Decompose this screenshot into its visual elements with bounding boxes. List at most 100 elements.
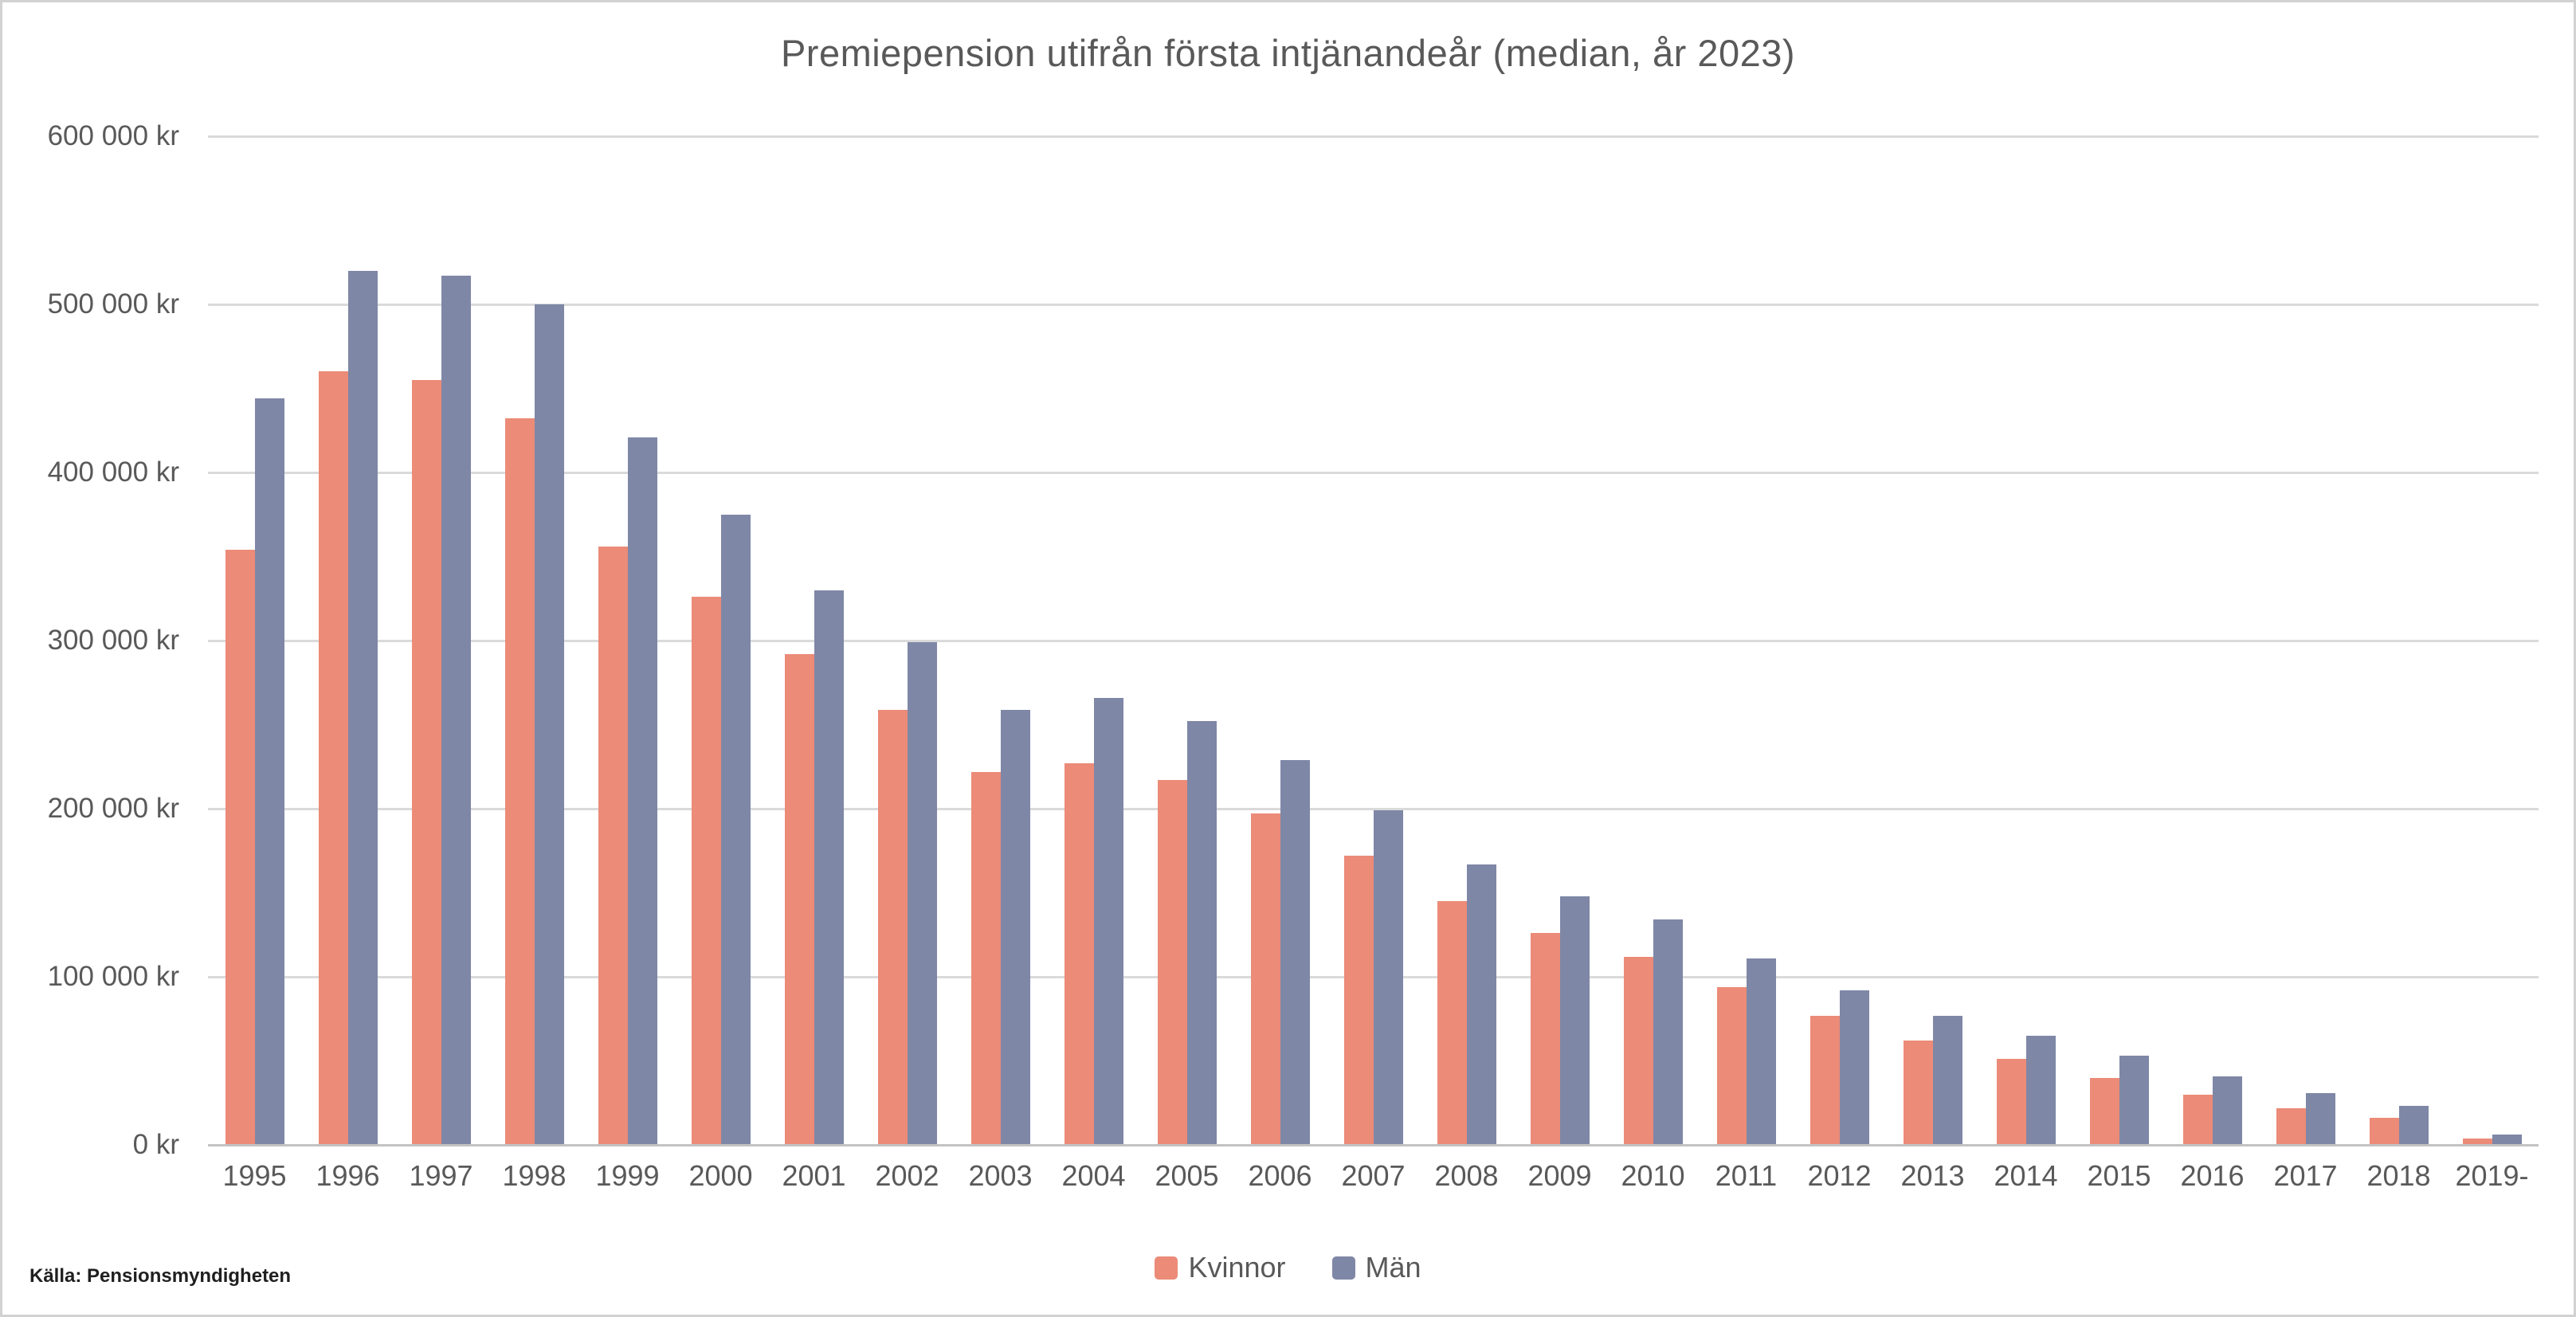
bar-kvinnor-2011 xyxy=(1716,986,1747,1145)
x-tick-label: 2003 xyxy=(968,1159,1033,1192)
bar-kvinnor-2017 xyxy=(2276,1107,2306,1145)
y-axis: 600 000 kr 500 000 kr 400 000 kr 300 000 kr… xyxy=(2,120,179,1160)
y-tick-label: 600 000 kr xyxy=(47,120,179,151)
bar-mn-2001 xyxy=(814,590,844,1145)
bar-group-2004: 2004 xyxy=(1047,136,1140,1192)
x-tick-label: 2011 xyxy=(1715,1159,1778,1192)
bar-group-2007: 2007 xyxy=(1327,136,1420,1192)
bar-group-2019: 2019- xyxy=(2445,136,2539,1192)
bar-group-2009: 2009 xyxy=(1513,136,1606,1192)
bar-group-1998: 1998 xyxy=(488,136,581,1192)
x-tick-label: 2001 xyxy=(782,1159,846,1192)
legend-label: Kvinnor xyxy=(1188,1251,1286,1284)
bar-kvinnor-1998 xyxy=(504,418,535,1145)
bar-kvinnor-2004 xyxy=(1064,763,1094,1145)
bar-mn-2010 xyxy=(1653,919,1683,1145)
x-tick-label: 2013 xyxy=(1900,1159,1965,1192)
x-tick-label: 2000 xyxy=(688,1159,753,1192)
legend-item-kvinnor: Kvinnor xyxy=(1155,1251,1286,1284)
x-tick-label: 1995 xyxy=(222,1159,287,1192)
x-tick-label: 2018 xyxy=(2366,1159,2431,1192)
bar-mn-2000 xyxy=(720,514,751,1145)
x-tick-label: 1997 xyxy=(409,1159,473,1192)
x-tick-label: 2006 xyxy=(1248,1159,1312,1192)
bar-kvinnor-1997 xyxy=(411,379,441,1145)
bar-mn-2018 xyxy=(2398,1106,2429,1145)
bar-kvinnor-2003 xyxy=(970,771,1001,1145)
x-tick-label: 1998 xyxy=(502,1159,567,1192)
bar-group-2000: 2000 xyxy=(674,136,767,1192)
bar-mn-1996 xyxy=(347,270,378,1145)
bar-mn-2015 xyxy=(2119,1056,2149,1145)
bar-mn-2005 xyxy=(1186,721,1217,1145)
bar-mn-1999 xyxy=(627,437,657,1145)
bar-kvinnor-2009 xyxy=(1530,933,1560,1145)
legend-label: Män xyxy=(1365,1251,1421,1284)
y-tick-label: 500 000 kr xyxy=(47,288,179,319)
x-tick-label: 2005 xyxy=(1155,1159,1219,1192)
bar-kvinnor-2012 xyxy=(1809,1015,1840,1145)
bar-group-1999: 1999 xyxy=(581,136,674,1192)
legend-item-mn: Män xyxy=(1331,1251,1421,1284)
bar-kvinnor-2019 xyxy=(2462,1138,2492,1145)
y-tick-label: 200 000 kr xyxy=(47,792,179,824)
x-tick-label: 1999 xyxy=(595,1159,660,1192)
bar-group-2018: 2018 xyxy=(2352,136,2445,1192)
x-tick-label: 1996 xyxy=(316,1159,380,1192)
bar-kvinnor-2008 xyxy=(1437,901,1467,1145)
bar-mn-2002 xyxy=(907,642,937,1145)
x-tick-label: 2004 xyxy=(1061,1159,1126,1192)
bar-mn-2006 xyxy=(1280,759,1310,1145)
y-tick-label: 300 000 kr xyxy=(47,625,179,656)
y-tick-label: 0 kr xyxy=(132,1129,179,1160)
bar-kvinnor-2015 xyxy=(2089,1077,2119,1145)
gridline xyxy=(208,471,2539,474)
bar-mn-1997 xyxy=(441,276,471,1145)
bar-group-2002: 2002 xyxy=(861,136,954,1192)
bar-kvinnor-2001 xyxy=(784,653,814,1145)
gridline xyxy=(208,640,2539,642)
bar-mn-2014 xyxy=(2025,1035,2056,1145)
bar-kvinnor-2014 xyxy=(1996,1059,2026,1145)
bar-mn-2012 xyxy=(1839,990,1869,1145)
bar-mn-2011 xyxy=(1746,958,1776,1145)
bar-group-2017: 2017 xyxy=(2259,136,2352,1192)
bar-group-2016: 2016 xyxy=(2166,136,2259,1192)
x-tick-label: 2015 xyxy=(2087,1159,2151,1192)
bar-groups: 1995 1996 1997 1998 1999 2000 2001 2002 2003 2004… xyxy=(208,136,2539,1192)
x-tick-label: 2014 xyxy=(1994,1159,2058,1192)
bar-mn-2016 xyxy=(2212,1076,2242,1145)
bar-group-2006: 2006 xyxy=(1233,136,1327,1192)
bar-group-2012: 2012 xyxy=(1793,136,1886,1192)
bar-kvinnor-2000 xyxy=(691,597,721,1145)
bar-kvinnor-2010 xyxy=(1623,956,1653,1145)
bar-group-2011: 2011 xyxy=(1700,136,1793,1192)
bar-group-2005: 2005 xyxy=(1140,136,1233,1192)
x-tick-label: 2016 xyxy=(2180,1159,2245,1192)
x-tick-label: 2007 xyxy=(1341,1159,1406,1192)
x-axis-line xyxy=(208,1144,2539,1146)
bar-mn-2007 xyxy=(1373,810,1403,1145)
gridline xyxy=(208,807,2539,810)
bar-mn-2004 xyxy=(1093,697,1123,1145)
x-tick-label: 2009 xyxy=(1527,1159,1592,1192)
bar-mn-2003 xyxy=(1000,709,1030,1145)
legend: Kvinnor Män xyxy=(2,1251,2574,1284)
bar-group-2008: 2008 xyxy=(1420,136,1513,1192)
x-tick-label: 2010 xyxy=(1621,1159,1685,1192)
bar-group-2001: 2001 xyxy=(767,136,861,1192)
bar-group-2010: 2010 xyxy=(1606,136,1700,1192)
bar-group-2003: 2003 xyxy=(954,136,1047,1192)
bar-mn-1998 xyxy=(534,304,564,1145)
source-note: Källa: Pensionsmyndigheten xyxy=(29,1265,292,1287)
bar-group-2013: 2013 xyxy=(1886,136,1979,1192)
bar-kvinnor-2016 xyxy=(2182,1094,2213,1145)
y-tick-label: 100 000 kr xyxy=(47,961,179,992)
gridline xyxy=(208,135,2539,138)
bar-mn-2009 xyxy=(1559,896,1590,1145)
bar-group-1997: 1997 xyxy=(394,136,488,1192)
bar-kvinnor-2013 xyxy=(1903,1041,1933,1145)
bar-mn-2017 xyxy=(2305,1092,2335,1145)
chart-title: Premiepension utifrån första intjänandeå… xyxy=(780,32,1796,74)
